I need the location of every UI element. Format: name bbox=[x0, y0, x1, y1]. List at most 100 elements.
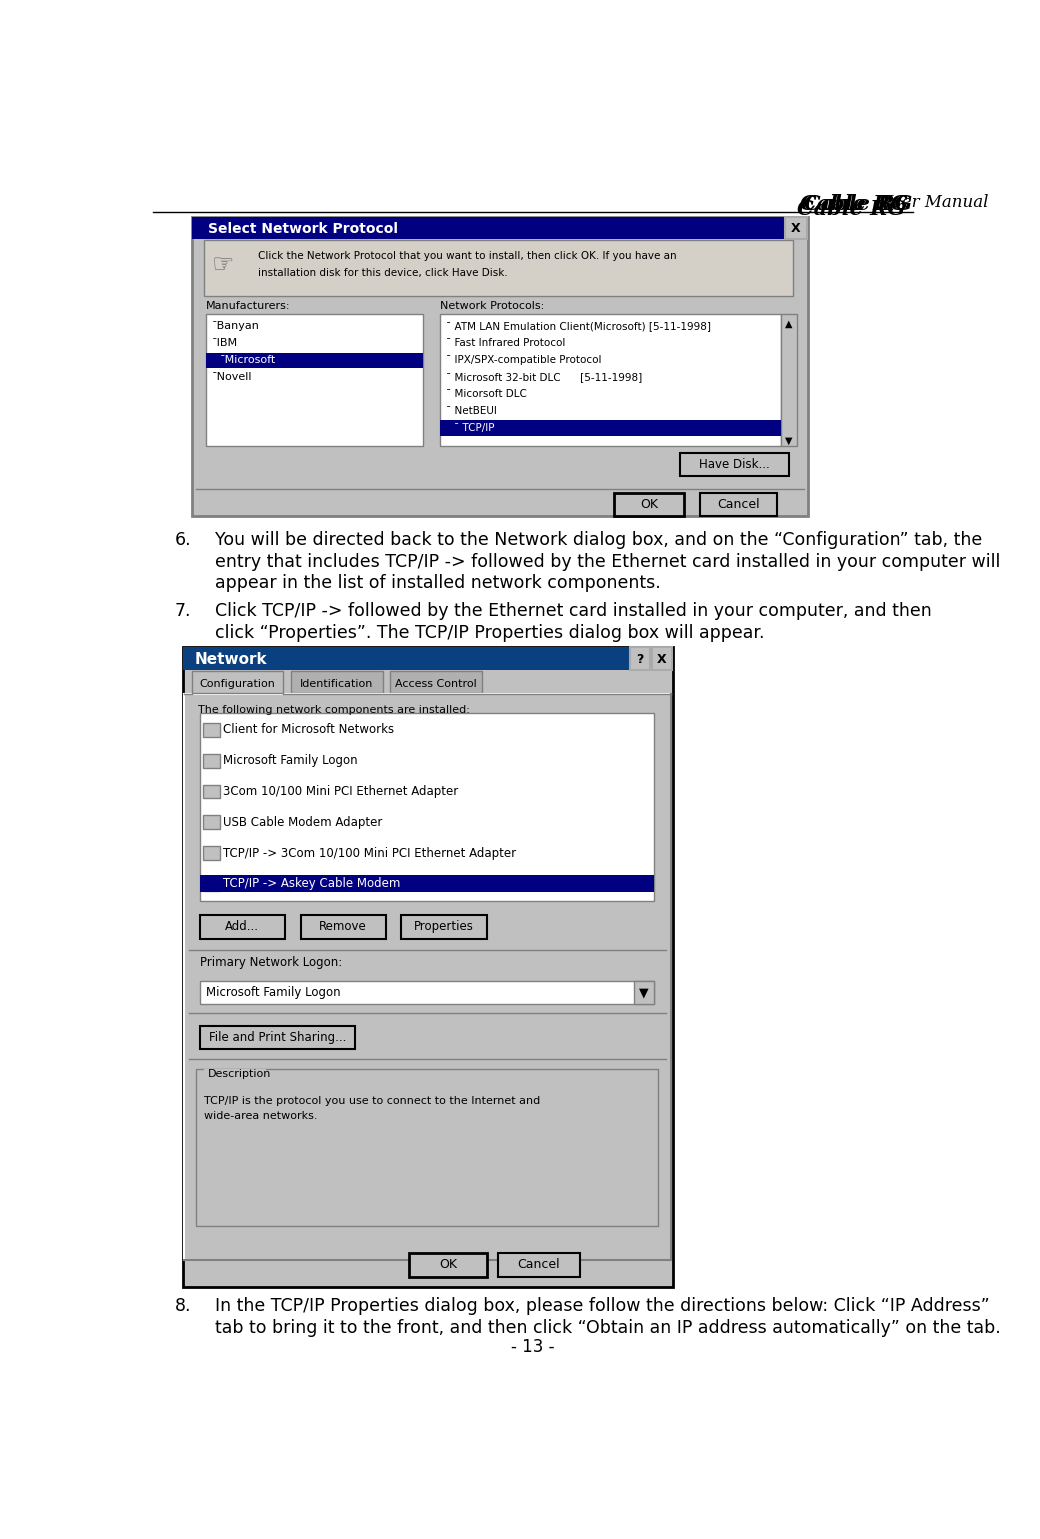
FancyBboxPatch shape bbox=[440, 420, 781, 436]
FancyBboxPatch shape bbox=[203, 754, 219, 768]
Text: TCP/IP -> 3Com 10/100 Mini PCI Ethernet Adapter: TCP/IP -> 3Com 10/100 Mini PCI Ethernet … bbox=[223, 846, 516, 860]
Text: ?: ? bbox=[636, 653, 644, 666]
Text: Primary Network Logon:: Primary Network Logon: bbox=[200, 956, 342, 970]
Text: Add...: Add... bbox=[226, 920, 259, 934]
FancyBboxPatch shape bbox=[615, 492, 684, 516]
Text: ¯ ATM LAN Emulation Client(Microsoft) [5-11-1998]: ¯ ATM LAN Emulation Client(Microsoft) [5… bbox=[446, 322, 711, 331]
FancyBboxPatch shape bbox=[196, 1068, 657, 1225]
Text: Remove: Remove bbox=[319, 920, 367, 934]
FancyBboxPatch shape bbox=[200, 914, 285, 939]
FancyBboxPatch shape bbox=[200, 876, 654, 893]
Text: OK: OK bbox=[641, 497, 658, 511]
Text: Manufacturers:: Manufacturers: bbox=[206, 302, 290, 311]
FancyBboxPatch shape bbox=[440, 314, 781, 446]
Text: In the TCP/IP Properties dialog box, please follow the directions below: Click “: In the TCP/IP Properties dialog box, ple… bbox=[215, 1297, 990, 1316]
FancyBboxPatch shape bbox=[200, 1025, 355, 1048]
Text: Access Control: Access Control bbox=[395, 679, 477, 688]
FancyBboxPatch shape bbox=[390, 671, 482, 693]
FancyBboxPatch shape bbox=[206, 352, 423, 368]
Text: ¯IBM: ¯IBM bbox=[212, 339, 238, 348]
FancyBboxPatch shape bbox=[498, 1253, 579, 1276]
Text: The following network components are installed:: The following network components are ins… bbox=[199, 705, 470, 714]
FancyBboxPatch shape bbox=[203, 785, 219, 799]
Text: ¯ Microsoft 32-bit DLC      [5-11-1998]: ¯ Microsoft 32-bit DLC [5-11-1998] bbox=[446, 372, 643, 382]
FancyBboxPatch shape bbox=[200, 980, 654, 1003]
Text: 6.: 6. bbox=[175, 531, 191, 549]
FancyBboxPatch shape bbox=[203, 846, 219, 860]
Text: USB Cable Modem Adapter: USB Cable Modem Adapter bbox=[223, 816, 383, 828]
Text: OK: OK bbox=[439, 1259, 457, 1271]
FancyBboxPatch shape bbox=[301, 914, 386, 939]
Text: User Manual: User Manual bbox=[874, 194, 988, 211]
Text: X: X bbox=[790, 222, 801, 235]
FancyBboxPatch shape bbox=[652, 646, 672, 669]
Text: Have Disk...: Have Disk... bbox=[699, 457, 770, 471]
Text: Description: Description bbox=[208, 1070, 270, 1079]
Text: Click TCP/IP -> followed by the Ethernet card installed in your computer, and th: Click TCP/IP -> followed by the Ethernet… bbox=[215, 602, 932, 620]
Text: ¯ Fast Infrared Protocol: ¯ Fast Infrared Protocol bbox=[446, 339, 566, 348]
Text: ¯ Micorsoft DLC: ¯ Micorsoft DLC bbox=[446, 389, 527, 399]
Text: 8.: 8. bbox=[175, 1297, 191, 1316]
FancyBboxPatch shape bbox=[291, 671, 383, 693]
Text: Identification: Identification bbox=[301, 679, 373, 688]
FancyBboxPatch shape bbox=[192, 671, 284, 693]
FancyBboxPatch shape bbox=[680, 452, 788, 476]
Text: Select Network Protocol: Select Network Protocol bbox=[208, 222, 397, 235]
Text: ▲: ▲ bbox=[785, 319, 792, 328]
Text: Cancel: Cancel bbox=[717, 497, 759, 511]
Text: Microsoft Family Logon: Microsoft Family Logon bbox=[223, 754, 358, 766]
Text: Cable RG: Cable RG bbox=[797, 199, 905, 219]
FancyBboxPatch shape bbox=[200, 713, 654, 900]
Text: tab to bring it to the front, and then click “Obtain an IP address automatically: tab to bring it to the front, and then c… bbox=[215, 1319, 1000, 1337]
Text: click “Properties”. The TCP/IP Properties dialog box will appear.: click “Properties”. The TCP/IP Propertie… bbox=[215, 623, 764, 642]
Text: TCP/IP is the protocol you use to connect to the Internet and: TCP/IP is the protocol you use to connec… bbox=[204, 1096, 540, 1105]
Text: 7.: 7. bbox=[175, 602, 191, 620]
FancyBboxPatch shape bbox=[401, 914, 487, 939]
Text: ¯ NetBEUI: ¯ NetBEUI bbox=[446, 406, 497, 416]
Text: Click the Network Protocol that you want to install, then click OK. If you have : Click the Network Protocol that you want… bbox=[258, 251, 676, 260]
FancyBboxPatch shape bbox=[785, 217, 807, 239]
FancyBboxPatch shape bbox=[183, 646, 673, 1287]
Text: wide-area networks.: wide-area networks. bbox=[204, 1111, 317, 1120]
Text: ¯Microsoft: ¯Microsoft bbox=[219, 356, 277, 365]
Text: installation disk for this device, click Have Disk.: installation disk for this device, click… bbox=[258, 268, 508, 279]
Text: 3Com 10/100 Mini PCI Ethernet Adapter: 3Com 10/100 Mini PCI Ethernet Adapter bbox=[223, 785, 459, 797]
FancyBboxPatch shape bbox=[204, 240, 792, 297]
Text: appear in the list of installed network components.: appear in the list of installed network … bbox=[215, 574, 661, 593]
Text: entry that includes TCP/IP -> followed by the Ethernet card installed in your co: entry that includes TCP/IP -> followed b… bbox=[215, 553, 1000, 571]
Text: ¯Novell: ¯Novell bbox=[212, 372, 253, 382]
Text: ¯Banyan: ¯Banyan bbox=[212, 322, 260, 331]
Text: You will be directed back to the Network dialog box, and on the “Configuration” : You will be directed back to the Network… bbox=[215, 531, 983, 549]
FancyBboxPatch shape bbox=[203, 723, 219, 737]
Text: ¯ TCP/IP: ¯ TCP/IP bbox=[453, 423, 494, 432]
FancyBboxPatch shape bbox=[192, 217, 808, 516]
Text: Properties: Properties bbox=[414, 920, 474, 934]
Text: Cable RG: Cable RG bbox=[801, 194, 909, 214]
Text: Network: Network bbox=[194, 653, 267, 668]
FancyBboxPatch shape bbox=[206, 314, 423, 446]
FancyBboxPatch shape bbox=[192, 217, 808, 239]
Text: Cancel: Cancel bbox=[517, 1259, 560, 1271]
FancyBboxPatch shape bbox=[203, 877, 219, 891]
Text: X: X bbox=[657, 653, 667, 666]
FancyBboxPatch shape bbox=[203, 816, 219, 830]
FancyBboxPatch shape bbox=[633, 980, 654, 1003]
FancyBboxPatch shape bbox=[204, 1068, 265, 1079]
Text: ▼: ▼ bbox=[785, 436, 792, 445]
FancyBboxPatch shape bbox=[630, 646, 650, 669]
Text: Configuration: Configuration bbox=[200, 679, 276, 688]
FancyBboxPatch shape bbox=[409, 1253, 487, 1276]
Text: ¯ IPX/SPX-compatible Protocol: ¯ IPX/SPX-compatible Protocol bbox=[446, 356, 602, 365]
FancyBboxPatch shape bbox=[700, 492, 777, 516]
Text: Cable RG: Cable RG bbox=[804, 194, 913, 214]
Text: File and Print Sharing...: File and Print Sharing... bbox=[209, 1031, 346, 1043]
FancyBboxPatch shape bbox=[781, 314, 797, 446]
Text: Microsoft Family Logon: Microsoft Family Logon bbox=[206, 986, 340, 999]
Text: ▼: ▼ bbox=[639, 986, 649, 999]
Text: ☞: ☞ bbox=[212, 254, 234, 277]
FancyBboxPatch shape bbox=[183, 646, 673, 669]
Text: TCP/IP -> Askey Cable Modem: TCP/IP -> Askey Cable Modem bbox=[223, 877, 400, 891]
Text: - 13 -: - 13 - bbox=[512, 1339, 554, 1356]
Text: Client for Microsoft Networks: Client for Microsoft Networks bbox=[223, 723, 394, 736]
Text: Network Protocols:: Network Protocols: bbox=[440, 302, 544, 311]
